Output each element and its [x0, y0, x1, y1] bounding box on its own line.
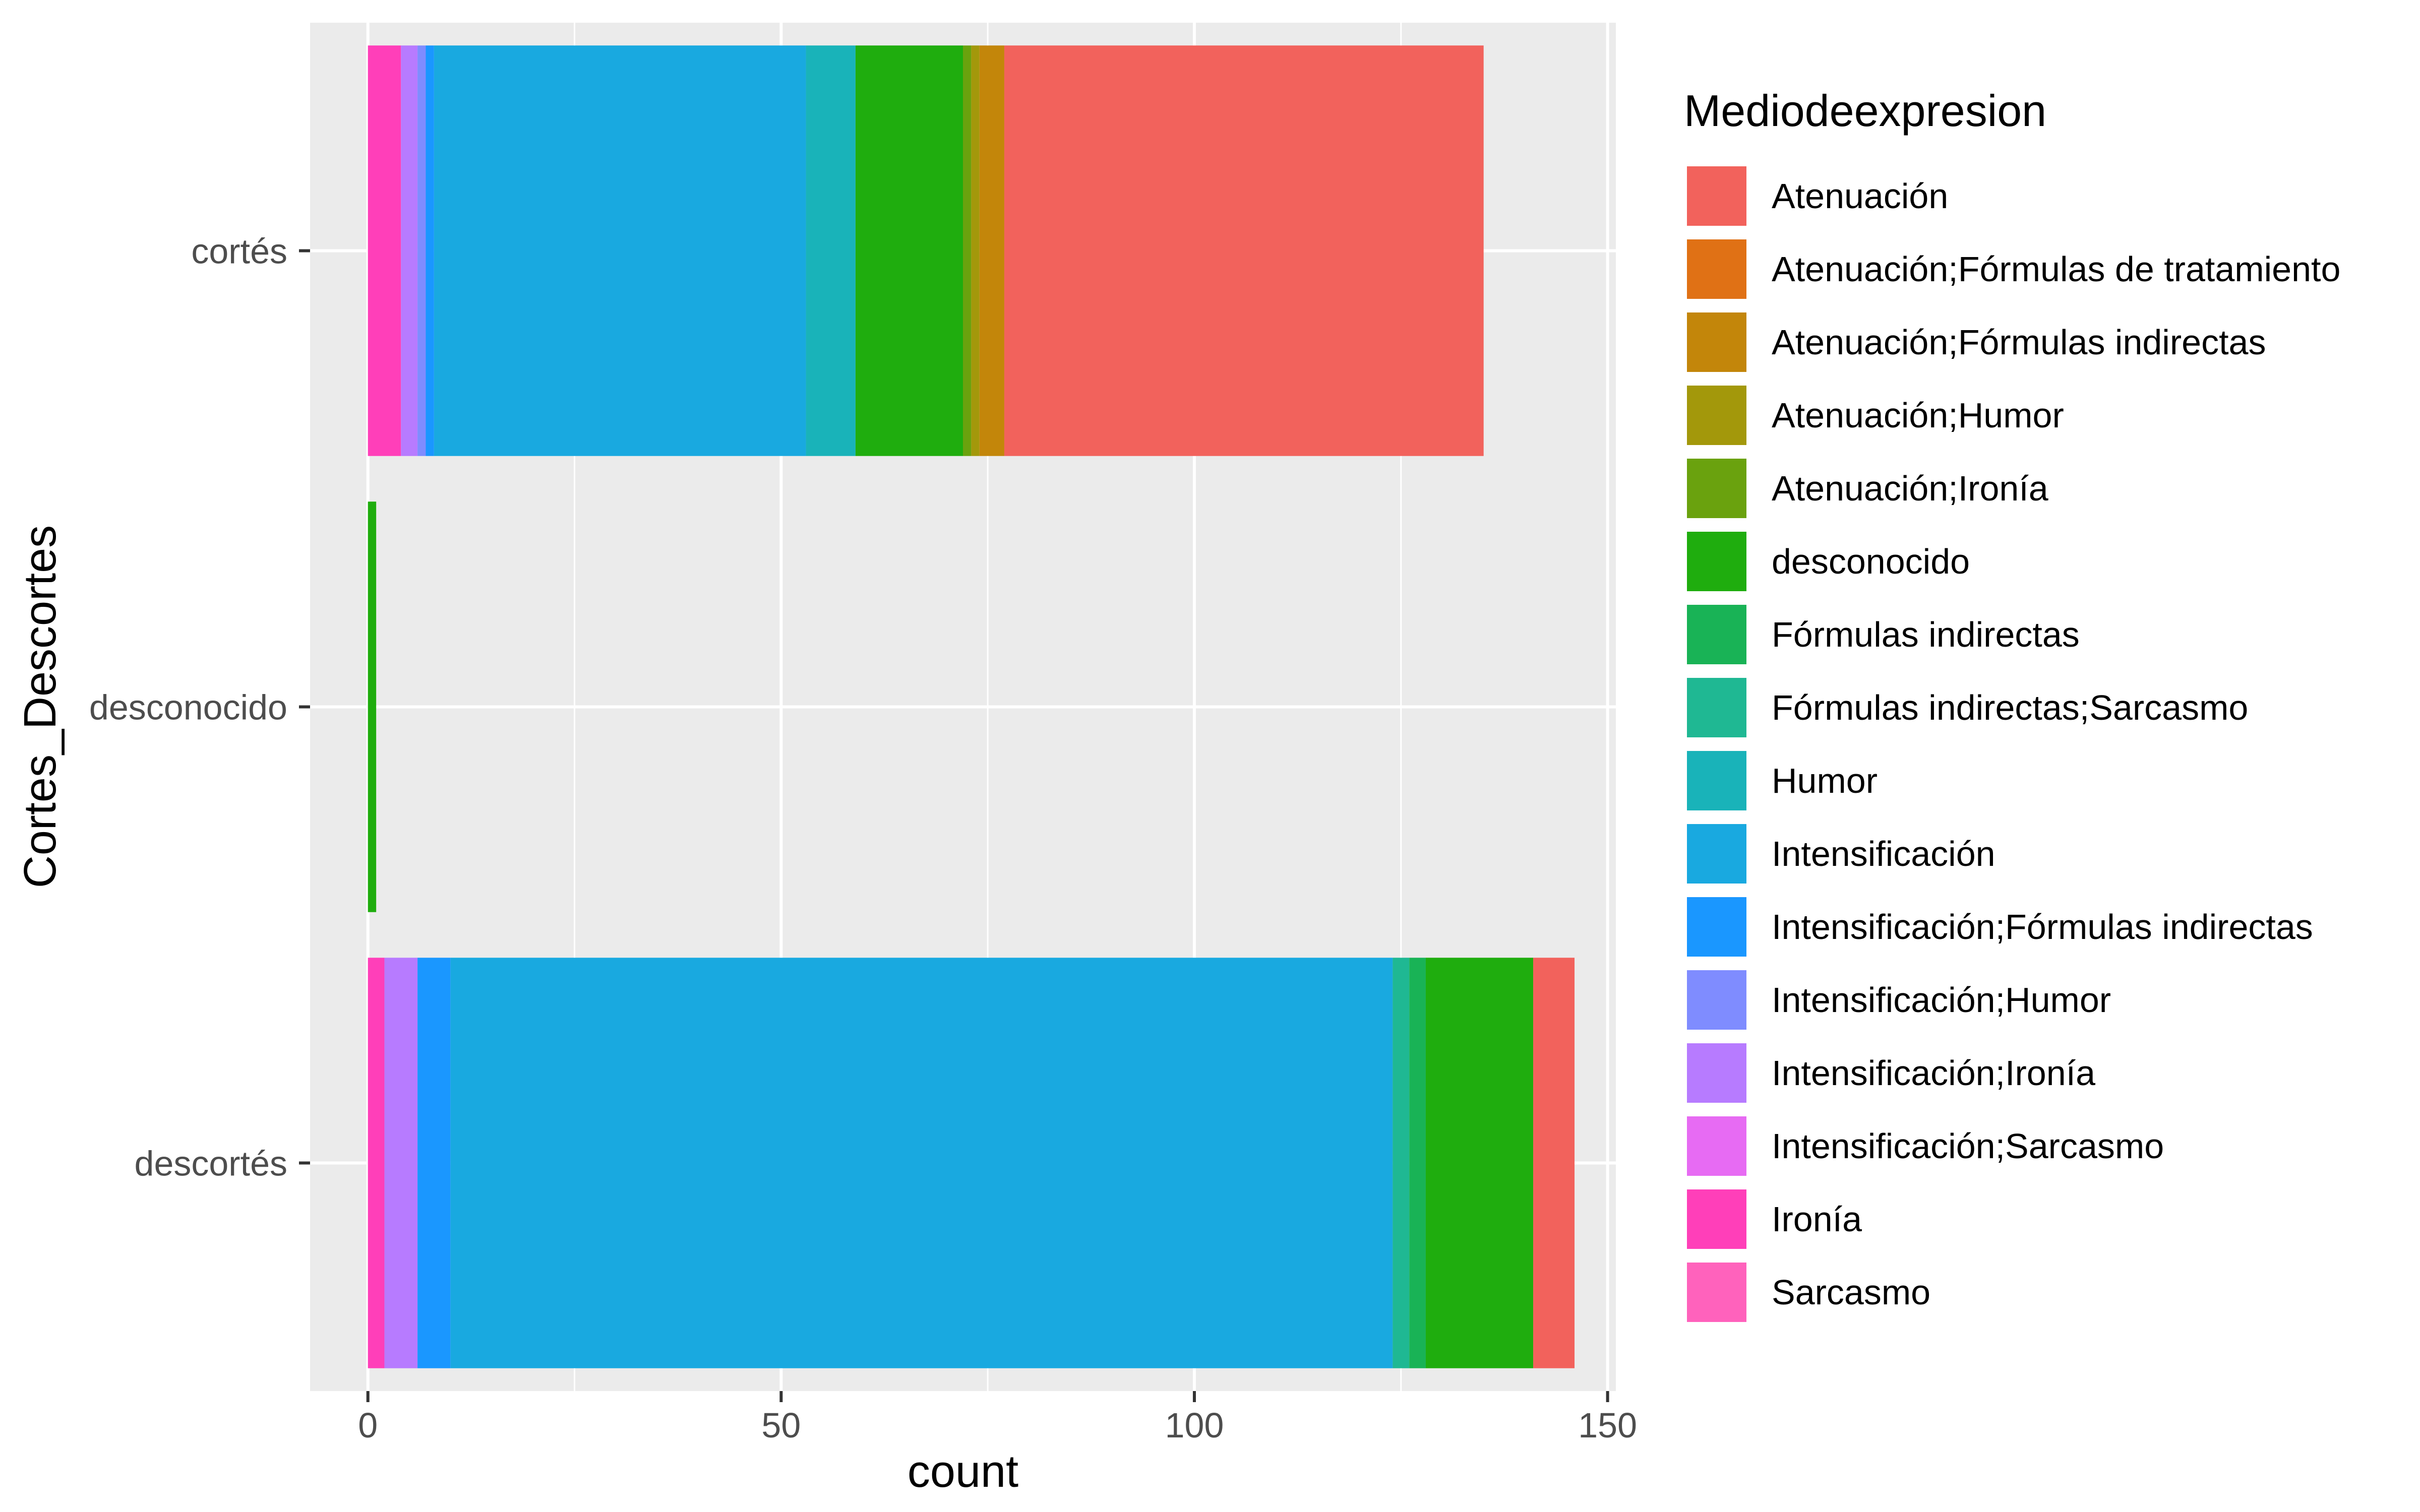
legend-label: desconocido — [1772, 541, 1970, 581]
legend-item: Intensificación;Sarcasmo — [1684, 1109, 2410, 1182]
legend-item: Intensificación — [1684, 817, 2410, 890]
bar-segment — [1004, 45, 1484, 456]
legend-key — [1684, 601, 1749, 667]
legend-key — [1684, 1113, 1749, 1179]
legend-key — [1684, 528, 1749, 594]
bar-segment — [450, 958, 1393, 1368]
x-tick-label: 50 — [761, 1406, 801, 1445]
y-tick-label: cortés — [191, 232, 287, 271]
legend-label: Fórmulas indirectas;Sarcasmo — [1772, 687, 2249, 727]
bar-segment — [971, 45, 980, 456]
bar-segment — [368, 958, 385, 1368]
y-axis-title: Cortes_Descortes — [15, 525, 66, 888]
x-tick-label: 100 — [1165, 1406, 1224, 1445]
legend-key — [1684, 455, 1749, 521]
legend-label: Atenuación;Fórmulas de tratamiento — [1772, 249, 2341, 289]
y-tick-label: desconocido — [89, 688, 287, 727]
legend-label: Atenuación;Fórmulas indirectas — [1772, 322, 2266, 362]
legend-item: Atenuación;Humor — [1684, 379, 2410, 452]
legend-item: Sarcasmo — [1684, 1255, 2410, 1329]
legend-label: Ironía — [1772, 1199, 1862, 1239]
x-axis: 0 50 100 150 — [358, 1391, 1637, 1445]
legend-key — [1684, 747, 1749, 813]
legend-item: Atenuación — [1684, 159, 2410, 232]
bar-segment — [368, 501, 377, 912]
bar-segment — [1533, 958, 1575, 1368]
legend-key — [1684, 674, 1749, 740]
legend-key — [1684, 163, 1749, 229]
legend-label: Intensificación;Fórmulas indirectas — [1772, 907, 2313, 947]
legend-item: Atenuación;Fórmulas de tratamiento — [1684, 232, 2410, 305]
legend-label: Atenuación;Humor — [1772, 395, 2064, 435]
legend-key — [1684, 1186, 1749, 1252]
x-axis-title: count — [908, 1446, 1018, 1497]
legend-label: Humor — [1772, 761, 1878, 800]
legend-key — [1684, 967, 1749, 1033]
bar-segment — [1425, 958, 1534, 1368]
legend-label: Fórmulas indirectas — [1772, 614, 2080, 654]
bar-segment — [806, 45, 856, 456]
x-tick-label: 150 — [1578, 1406, 1637, 1445]
bar-segment — [426, 45, 434, 456]
legend-label: Atenuación;Ironía — [1772, 468, 2048, 508]
legend-item: Ironía — [1684, 1182, 2410, 1255]
bar-segment — [417, 958, 451, 1368]
legend-key — [1684, 1040, 1749, 1106]
legend-label: Atenuación — [1772, 176, 1949, 216]
x-tick-label: 0 — [358, 1406, 378, 1445]
bar-segment — [368, 45, 401, 456]
legend-label: Intensificación;Ironía — [1772, 1053, 2096, 1093]
legend-key — [1684, 382, 1749, 448]
bar-segment — [1393, 958, 1410, 1368]
legend-label: Sarcasmo — [1772, 1272, 1931, 1312]
bar-segment — [1409, 958, 1426, 1368]
bars — [368, 45, 1575, 1368]
legend-label: Intensificación — [1772, 834, 1995, 873]
legend-item: Fórmulas indirectas — [1684, 598, 2410, 671]
bar-segment — [384, 958, 418, 1368]
y-tick-label: descortés — [135, 1144, 287, 1183]
legend-label: Intensificación;Humor — [1772, 980, 2111, 1020]
bar-segment — [855, 45, 963, 456]
bar-segment — [417, 45, 426, 456]
legend-key — [1684, 894, 1749, 960]
legend-key — [1684, 821, 1749, 887]
legend-item: Humor — [1684, 744, 2410, 817]
legend-key — [1684, 309, 1749, 375]
legend-title: Mediodeexpresion — [1684, 86, 2047, 136]
legend-item: Intensificación;Humor — [1684, 963, 2410, 1036]
legend-item: Intensificación;Fórmulas indirectas — [1684, 890, 2410, 963]
y-axis: descortés desconocido cortés — [89, 232, 310, 1183]
legend-item: Atenuación;Ironía — [1684, 452, 2410, 525]
legend-item: Fórmulas indirectas;Sarcasmo — [1684, 671, 2410, 744]
legend: Mediodeexpresion Atenuación Atenuación;Fó… — [1684, 81, 2410, 1329]
bar-segment — [979, 45, 1004, 456]
legend-key — [1684, 236, 1749, 302]
legend-items: Atenuación Atenuación;Fórmulas de tratami… — [1684, 159, 2410, 1329]
bar-segment — [401, 45, 418, 456]
legend-key — [1684, 1259, 1749, 1325]
bar-segment — [434, 45, 806, 456]
legend-label: Intensificación;Sarcasmo — [1772, 1126, 2164, 1166]
bar-segment — [963, 45, 972, 456]
legend-item: Intensificación;Ironía — [1684, 1036, 2410, 1109]
legend-item: desconocido — [1684, 525, 2410, 598]
legend-item: Atenuación;Fórmulas indirectas — [1684, 305, 2410, 379]
